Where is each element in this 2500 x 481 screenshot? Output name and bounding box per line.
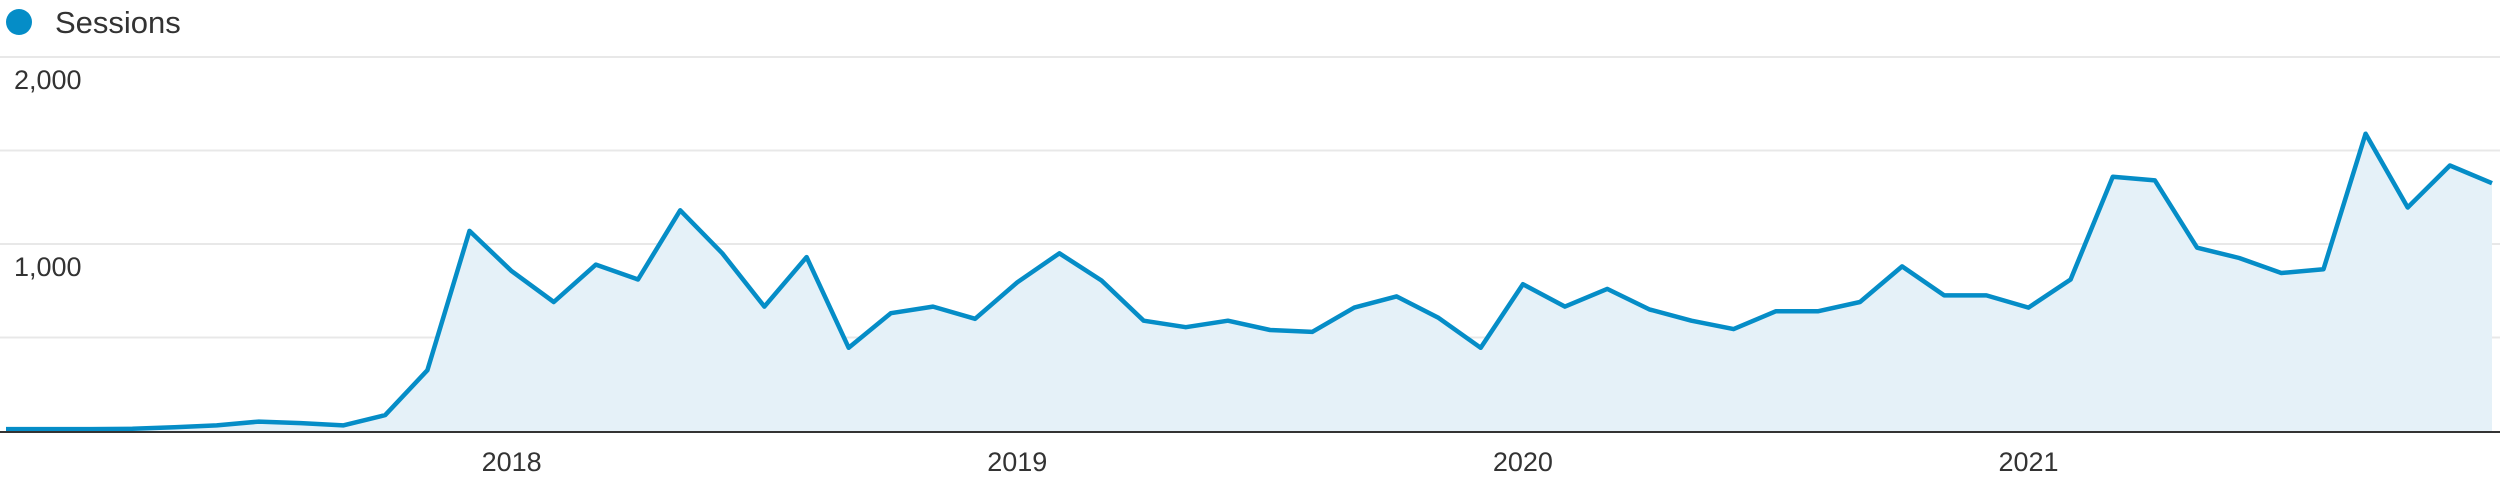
x-tick-label: 2019 bbox=[987, 447, 1047, 477]
x-tick-label: 2021 bbox=[1998, 447, 2058, 477]
area-fill bbox=[6, 133, 2492, 431]
x-tick-label: 2018 bbox=[482, 447, 542, 477]
y-tick-label: 1,000 bbox=[14, 252, 82, 282]
series-line bbox=[6, 131, 2493, 432]
x-tick-label: 2020 bbox=[1493, 447, 1553, 477]
legend-marker bbox=[6, 9, 32, 35]
y-tick-label: 2,000 bbox=[14, 65, 82, 95]
legend-label: Sessions bbox=[55, 5, 181, 40]
